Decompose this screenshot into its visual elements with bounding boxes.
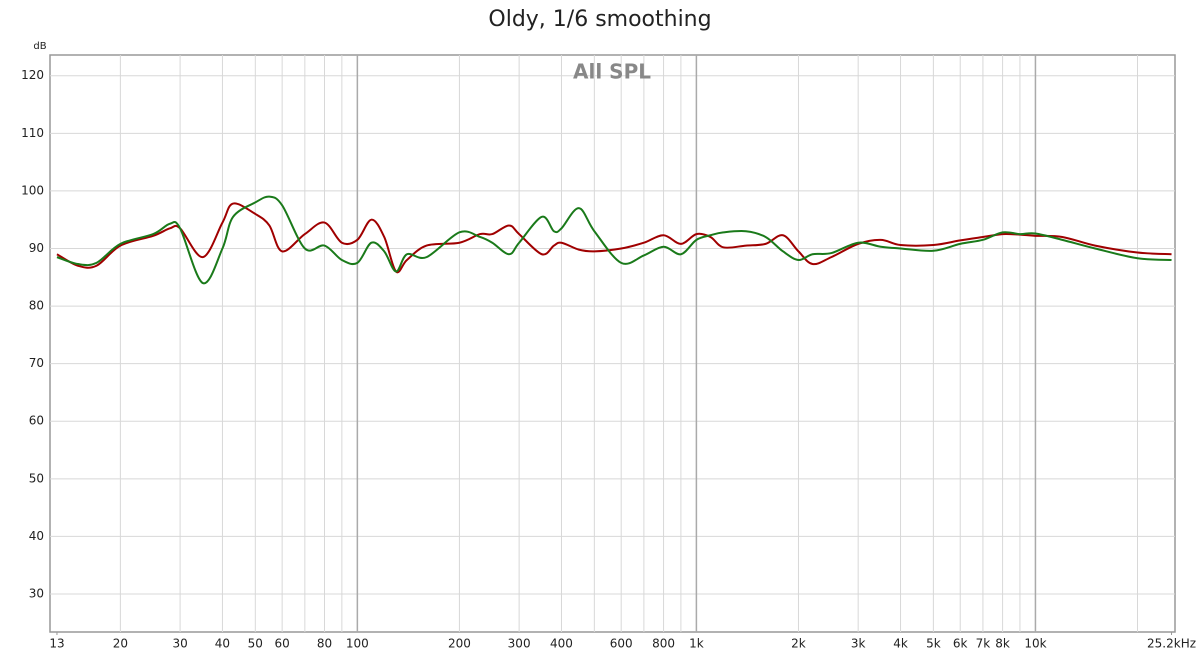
chart-title: Oldy, 1/6 smoothing	[488, 7, 711, 32]
x-tick-label: 600	[610, 637, 633, 651]
x-tick-label: 50	[248, 637, 263, 651]
x-tick-label: 4k	[893, 637, 908, 651]
y-tick-label: 120	[21, 68, 44, 82]
y-tick-label: 90	[29, 241, 44, 255]
y-tick-label: 80	[29, 299, 44, 313]
y-tick-label: 110	[21, 126, 44, 140]
x-tick-label: 40	[215, 637, 230, 651]
annotation: All SPL	[573, 60, 651, 84]
x-tick-label: 80	[317, 637, 332, 651]
y-tick-label: 50	[29, 471, 44, 485]
series-line	[56, 195, 1172, 285]
x-tick-label: 7k	[976, 637, 991, 651]
x-tick-label: 13	[49, 637, 64, 651]
x-tick-label: 30	[172, 637, 187, 651]
x-tick-label: 400	[550, 637, 573, 651]
x-tick-label: 6k	[953, 637, 968, 651]
x-tick-label: 1k	[689, 637, 704, 651]
x-tick-label: 3k	[851, 637, 866, 651]
x-tick-label: 300	[508, 637, 531, 651]
x-tick-label: 800	[652, 637, 675, 651]
series-line	[56, 202, 1172, 274]
y-tick-label: 100	[21, 183, 44, 197]
y-tick-label: 60	[29, 414, 44, 428]
y-tick-label: 70	[29, 356, 44, 370]
x-tick-label: 8k	[995, 637, 1010, 651]
y-unit: dB	[33, 41, 46, 52]
x-tick-label: 25.2kHz	[1147, 637, 1196, 651]
x-tick-label: 100	[346, 637, 369, 651]
x-tick-label: 200	[448, 637, 471, 651]
plot-frame	[49, 54, 1176, 633]
y-tick-label: 30	[29, 586, 44, 600]
x-tick-label: 2k	[791, 637, 806, 651]
x-tick-label: 20	[113, 637, 128, 651]
x-tick-label: 60	[275, 637, 290, 651]
x-tick-label: 10k	[1024, 637, 1046, 651]
x-tick-label: 5k	[926, 637, 941, 651]
y-tick-label: 40	[29, 529, 44, 543]
